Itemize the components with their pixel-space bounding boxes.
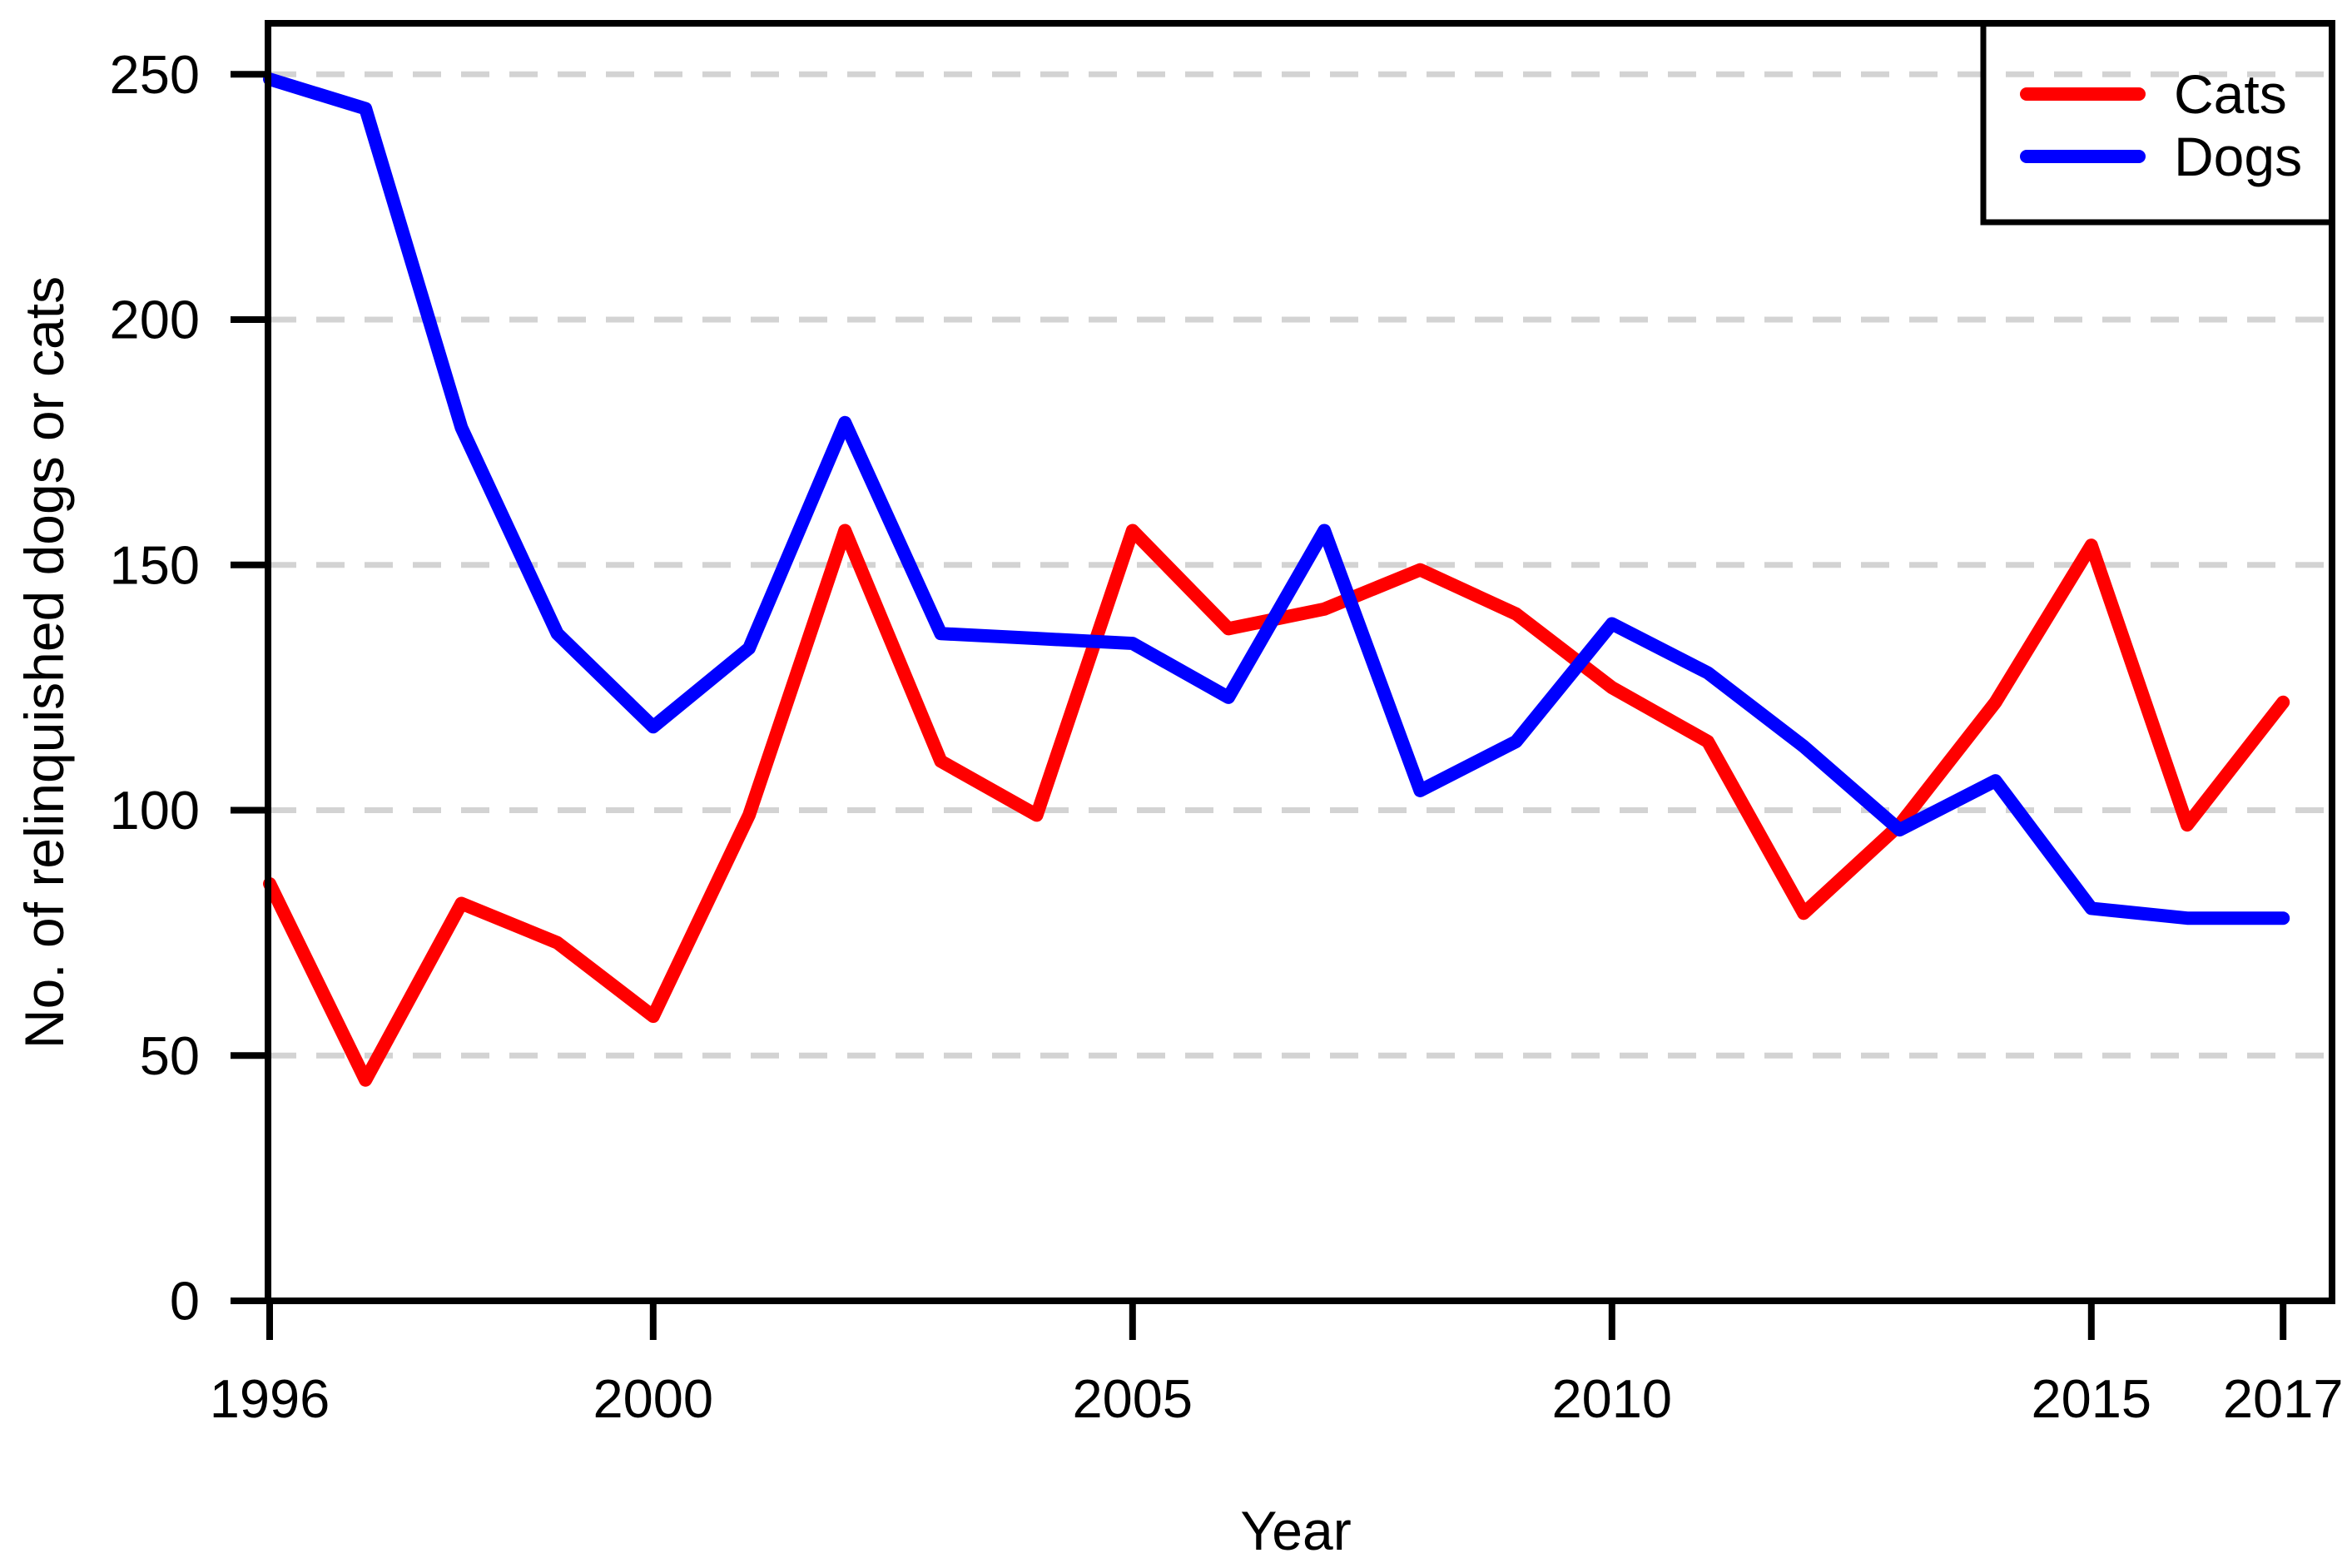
axes: 0 50 100 150 200 250 1996 2000 2005 2010 2015 2017	[110, 20, 2344, 1429]
x-tick-label: 2017	[2223, 1368, 2344, 1429]
plot-border	[265, 20, 2335, 1304]
series-line-dogs	[263, 72, 2290, 925]
y-axis-title: No. of relinquished dogs or cats	[13, 276, 75, 1049]
y-tick-label: 200	[110, 290, 200, 350]
legend-label-dogs: Dogs	[2174, 126, 2302, 187]
y-tick-label: 250	[110, 44, 200, 105]
x-tick-label: 2015	[2031, 1368, 2151, 1429]
x-tick-label: 2005	[1072, 1368, 1193, 1429]
y-tick-label: 0	[170, 1271, 200, 1332]
y-tick-label: 150	[110, 534, 200, 595]
legend-box	[1980, 20, 2335, 226]
legend-label-cats: Cats	[2174, 63, 2287, 125]
x-tick-label: 2010	[1551, 1368, 1672, 1429]
x-tick-label: 1996	[210, 1368, 330, 1429]
y-tick-label: 100	[110, 780, 200, 841]
x-tick-label: 2000	[593, 1368, 713, 1429]
data-series	[263, 72, 2290, 1087]
y-tick-label: 50	[140, 1025, 200, 1086]
x-axis-title: Year	[1240, 1500, 1351, 1561]
